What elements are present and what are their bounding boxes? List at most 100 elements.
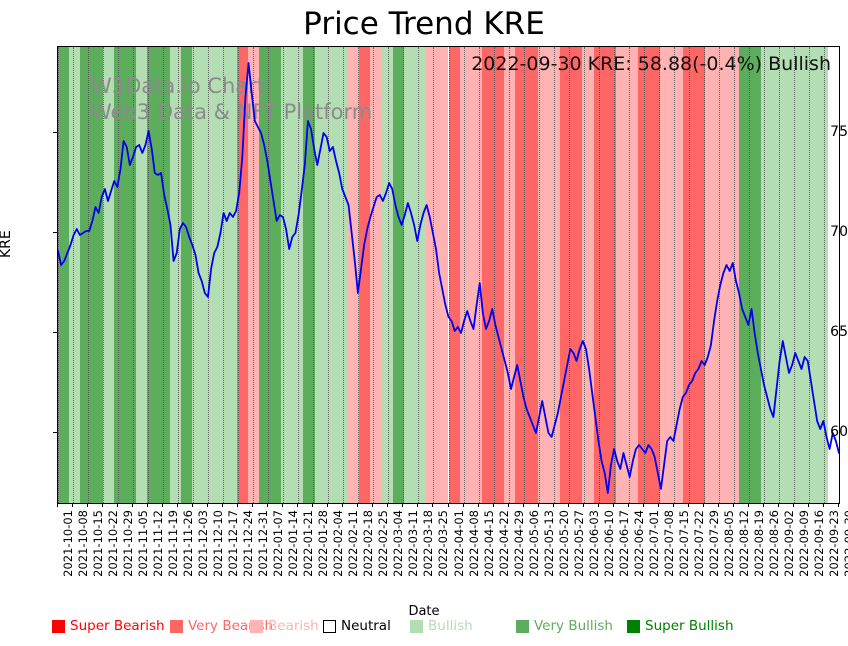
gridline [178, 47, 180, 503]
y-tick-label: 60 [830, 424, 848, 440]
gridline [118, 47, 120, 503]
legend-swatch-icon [516, 619, 529, 633]
gridline [688, 47, 691, 503]
gridline [238, 47, 240, 503]
regime-band [180, 47, 192, 503]
x-tick-label: 2021-10-15 [91, 510, 106, 577]
x-tick-label: 2021-12-03 [196, 510, 211, 577]
x-tick-mark [552, 503, 554, 507]
x-tick-label: 2021-12-24 [241, 510, 256, 577]
x-tick-label: 2022-06-10 [601, 510, 616, 577]
legend-swatch-icon [323, 619, 336, 633]
x-tick-label: 2022-08-26 [766, 510, 781, 577]
legend-item[interactable]: Super Bullish [627, 618, 734, 634]
legend-item[interactable]: Bearish [250, 618, 319, 634]
legend-label: Very Bullish [534, 618, 613, 634]
y-tick-mark [53, 132, 57, 133]
x-tick-label: 2022-04-08 [466, 510, 481, 577]
regime-band [504, 47, 516, 503]
gridline [268, 47, 270, 503]
gridline [523, 47, 526, 503]
x-tick-label: 2022-04-22 [496, 510, 511, 577]
price-line-series [58, 62, 839, 494]
gridline [808, 47, 811, 503]
legend-item[interactable]: Bullish [410, 618, 473, 634]
regime-band [615, 47, 639, 503]
regime-band [660, 47, 683, 503]
x-tick-mark [267, 503, 269, 507]
x-tick-mark [432, 503, 434, 507]
x-tick-mark [357, 503, 359, 507]
x-tick-label: 2022-01-14 [286, 510, 301, 577]
legend-label: Neutral [341, 618, 391, 634]
legend-swatch-icon [52, 619, 65, 633]
x-tick-label: 2021-10-29 [121, 510, 136, 577]
gridline [718, 47, 721, 503]
gridline [553, 47, 556, 503]
gridline [313, 47, 315, 503]
gridline [538, 47, 541, 503]
x-tick-label: 2022-04-29 [511, 510, 526, 577]
x-tick-mark [507, 503, 509, 507]
x-tick-mark [252, 503, 254, 507]
gridline [88, 47, 90, 503]
regime-band [392, 47, 404, 503]
y-tick-label: 75 [830, 124, 848, 140]
x-tick-mark [312, 503, 314, 507]
legend: Super Bearish Very Bearish Bearish Neutral B… [0, 618, 848, 642]
x-tick-label: 2021-10-08 [76, 510, 91, 577]
x-tick-mark [222, 503, 224, 507]
x-tick-mark [687, 503, 689, 507]
gridline [328, 47, 330, 503]
x-tick-label: 2022-04-01 [451, 510, 466, 577]
x-tick-mark [87, 503, 89, 507]
x-tick-label: 2022-02-25 [376, 510, 391, 577]
x-tick-label: 2022-06-24 [631, 510, 646, 577]
legend-item[interactable]: Very Bullish [516, 618, 613, 634]
regime-band [258, 47, 282, 503]
x-tick-label: 2022-02-18 [361, 510, 376, 577]
gridline [583, 47, 586, 503]
x-tick-mark [282, 503, 284, 507]
gridline [133, 47, 135, 503]
x-tick-mark [747, 503, 749, 507]
regime-band [760, 47, 784, 503]
gridline [823, 47, 826, 503]
legend-item[interactable]: Super Bearish [52, 618, 165, 634]
regime-band [370, 47, 382, 503]
y-tick-label: 70 [830, 224, 848, 240]
x-tick-mark [792, 503, 794, 507]
x-tick-mark [132, 503, 134, 507]
plot-area: W3Data.io Chart Web3 Data & NFT Platform… [57, 46, 840, 504]
y-tick-mark [53, 332, 57, 333]
x-tick-label: 2022-08-12 [736, 510, 751, 577]
x-tick-mark [777, 503, 779, 507]
x-tick-mark [102, 503, 104, 507]
x-tick-label: 2022-06-17 [616, 510, 631, 577]
x-tick-label: 2022-01-28 [316, 510, 331, 577]
x-tick-label: 2022-07-01 [646, 510, 661, 577]
regime-band [426, 47, 449, 503]
x-tick-label: 2022-03-04 [391, 510, 406, 577]
x-tick-mark [372, 503, 374, 507]
regime-band [303, 47, 315, 503]
x-tick-mark [72, 503, 74, 507]
gridline [493, 47, 496, 503]
legend-swatch-icon [250, 619, 263, 633]
gridline [763, 47, 766, 503]
x-tick-mark [402, 503, 404, 507]
gridline [433, 47, 435, 503]
regime-band [236, 47, 248, 503]
gridline [448, 47, 451, 503]
gridline [673, 47, 676, 503]
gridline [298, 47, 300, 503]
x-tick-label: 2022-07-08 [661, 510, 676, 577]
x-tick-mark [327, 503, 329, 507]
gridline [253, 47, 255, 503]
legend-item[interactable]: Neutral [323, 618, 391, 634]
gridline [283, 47, 285, 503]
regime-band [136, 47, 148, 503]
x-tick-mark [57, 503, 58, 507]
regime-band [69, 47, 81, 503]
gridline [778, 47, 781, 503]
